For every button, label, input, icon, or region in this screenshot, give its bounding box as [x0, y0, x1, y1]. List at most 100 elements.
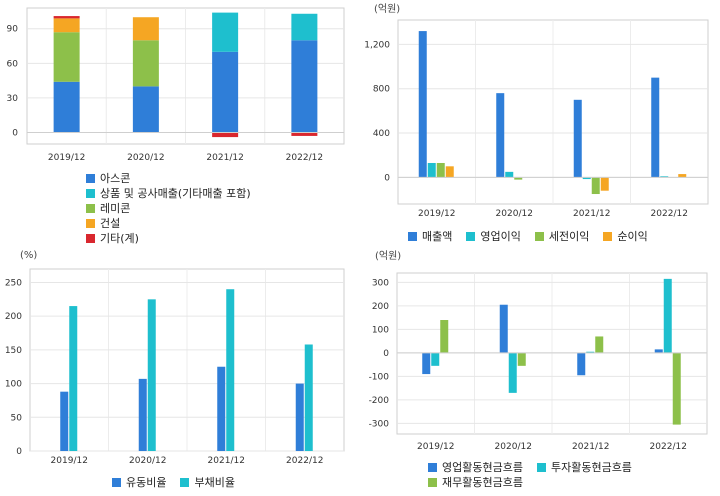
chart-3: -300 -200 -100 0 100 200 300 (억원) 2019/12 2020/12…: [369, 250, 708, 452]
legend-label: 아스콘: [100, 172, 131, 185]
x-tick-label: 2021/12: [572, 442, 609, 452]
legend-sales-composition: 아스콘 상품 및 공사매출(기타매출 포함) 레미콘 건설 기타(계): [86, 171, 346, 246]
legend-swatch: [408, 232, 417, 241]
legend-swatch: [86, 174, 95, 183]
legend-label: 상품 및 공사매출(기타매출 포함): [100, 187, 251, 200]
bar: [291, 132, 318, 136]
bar: [499, 304, 508, 353]
y-tick-label: 0: [12, 128, 18, 138]
bar: [505, 171, 514, 178]
legend-label: 부채비율: [194, 476, 235, 489]
legend-item: 순이익: [603, 229, 648, 244]
x-tick-label: 2022/12: [286, 456, 323, 466]
y-tick-label: -100: [369, 372, 390, 382]
x-tick-label: 2019/12: [418, 209, 455, 219]
bar: [217, 366, 226, 451]
chart-1: 0 400 800 1,200 (억원) 2019/12 2020/12 2021/12 202…: [364, 3, 709, 219]
legend-swatch: [86, 234, 95, 243]
bar: [577, 352, 586, 376]
bar: [508, 352, 517, 393]
legend-swatch: [86, 204, 95, 213]
x-tick-label: 2021/12: [206, 153, 243, 163]
x-tick-label: 2022/12: [650, 442, 687, 452]
y-tick-label: 90: [7, 25, 19, 35]
bar: [138, 378, 147, 451]
bar: [496, 93, 505, 178]
bar: [291, 13, 318, 41]
bar: [53, 32, 80, 82]
bar: [132, 86, 159, 133]
y-tick-label: 400: [373, 129, 390, 139]
legend-label: 순이익: [617, 230, 648, 243]
y-tick-label: 200: [5, 312, 22, 322]
y-tick-label: 60: [7, 59, 19, 69]
bar: [212, 132, 239, 138]
bar: [663, 278, 672, 353]
bar: [418, 31, 427, 178]
legend-ratios: 유동비율 부채비율: [112, 475, 332, 490]
x-tick-label: 2022/12: [286, 153, 323, 163]
bar: [53, 16, 80, 19]
y-tick-label: 100: [5, 380, 22, 390]
bar: [60, 391, 69, 451]
legend-swatch: [86, 219, 95, 228]
bar: [660, 176, 669, 178]
bar: [651, 77, 660, 178]
bar: [672, 352, 681, 425]
legend-item: 재무활동현금흐름: [428, 475, 523, 490]
x-tick-label: 2021/12: [208, 456, 245, 466]
bar: [678, 174, 687, 178]
bar: [291, 40, 318, 133]
bar: [436, 162, 445, 178]
y-tick-label: -200: [369, 396, 390, 406]
bar: [600, 177, 609, 191]
legend-swatch: [534, 232, 544, 241]
legend-item: 부채비율: [180, 475, 235, 490]
legend-item: 유동비율: [112, 475, 166, 490]
legend-item: 매출액: [408, 229, 452, 244]
legend-label: 유동비율: [126, 476, 167, 489]
legend-label: 매출액: [422, 230, 453, 243]
y-tick-label: 0: [16, 447, 22, 457]
bar: [53, 81, 80, 133]
legend-item: 아스콘: [86, 171, 346, 186]
legend-item: 영업이익: [466, 229, 521, 244]
x-tick-label: 2020/12: [129, 456, 166, 466]
bar: [212, 51, 239, 133]
bar: [440, 320, 449, 353]
bar: [69, 306, 78, 451]
bar: [295, 383, 304, 451]
y-tick-label: 0: [384, 173, 390, 183]
legend-swatch: [86, 189, 95, 198]
unit-label: (억원): [374, 3, 400, 15]
bar: [595, 336, 604, 353]
legend-swatch: [180, 478, 190, 487]
y-tick-label: 200: [372, 302, 389, 312]
bar: [514, 177, 523, 180]
bar: [517, 352, 526, 366]
legend-label: 건설: [100, 217, 121, 230]
legend-item: 영업활동현금흐름: [428, 460, 523, 475]
legend-swatch: [428, 478, 437, 487]
legend-label: 투자활동현금흐름: [550, 461, 632, 474]
legend-label: 세전이익: [548, 230, 590, 243]
x-tick-label: 2021/12: [573, 209, 610, 219]
chart-0: 0 30 60 90 2019/12 2020/12 2021/12 2022/12: [7, 7, 345, 163]
legend-item: 세전이익: [534, 229, 590, 244]
x-tick-label: 2020/12: [495, 442, 532, 452]
legend-swatch: [536, 463, 546, 472]
y-tick-label: 250: [5, 278, 22, 288]
y-tick-label: 300: [372, 278, 389, 288]
y-tick-label: -300: [369, 419, 390, 429]
legend-label: 재무활동현금흐름: [442, 476, 523, 489]
legend-item: 상품 및 공사매출(기타매출 포함): [86, 186, 346, 201]
bar: [226, 289, 235, 451]
legend-item: 투자활동현금흐름: [536, 460, 632, 475]
bar: [132, 17, 159, 41]
bar: [132, 40, 159, 87]
bar: [147, 299, 156, 451]
bar: [304, 344, 313, 451]
y-tick-label: 1,200: [364, 40, 390, 50]
